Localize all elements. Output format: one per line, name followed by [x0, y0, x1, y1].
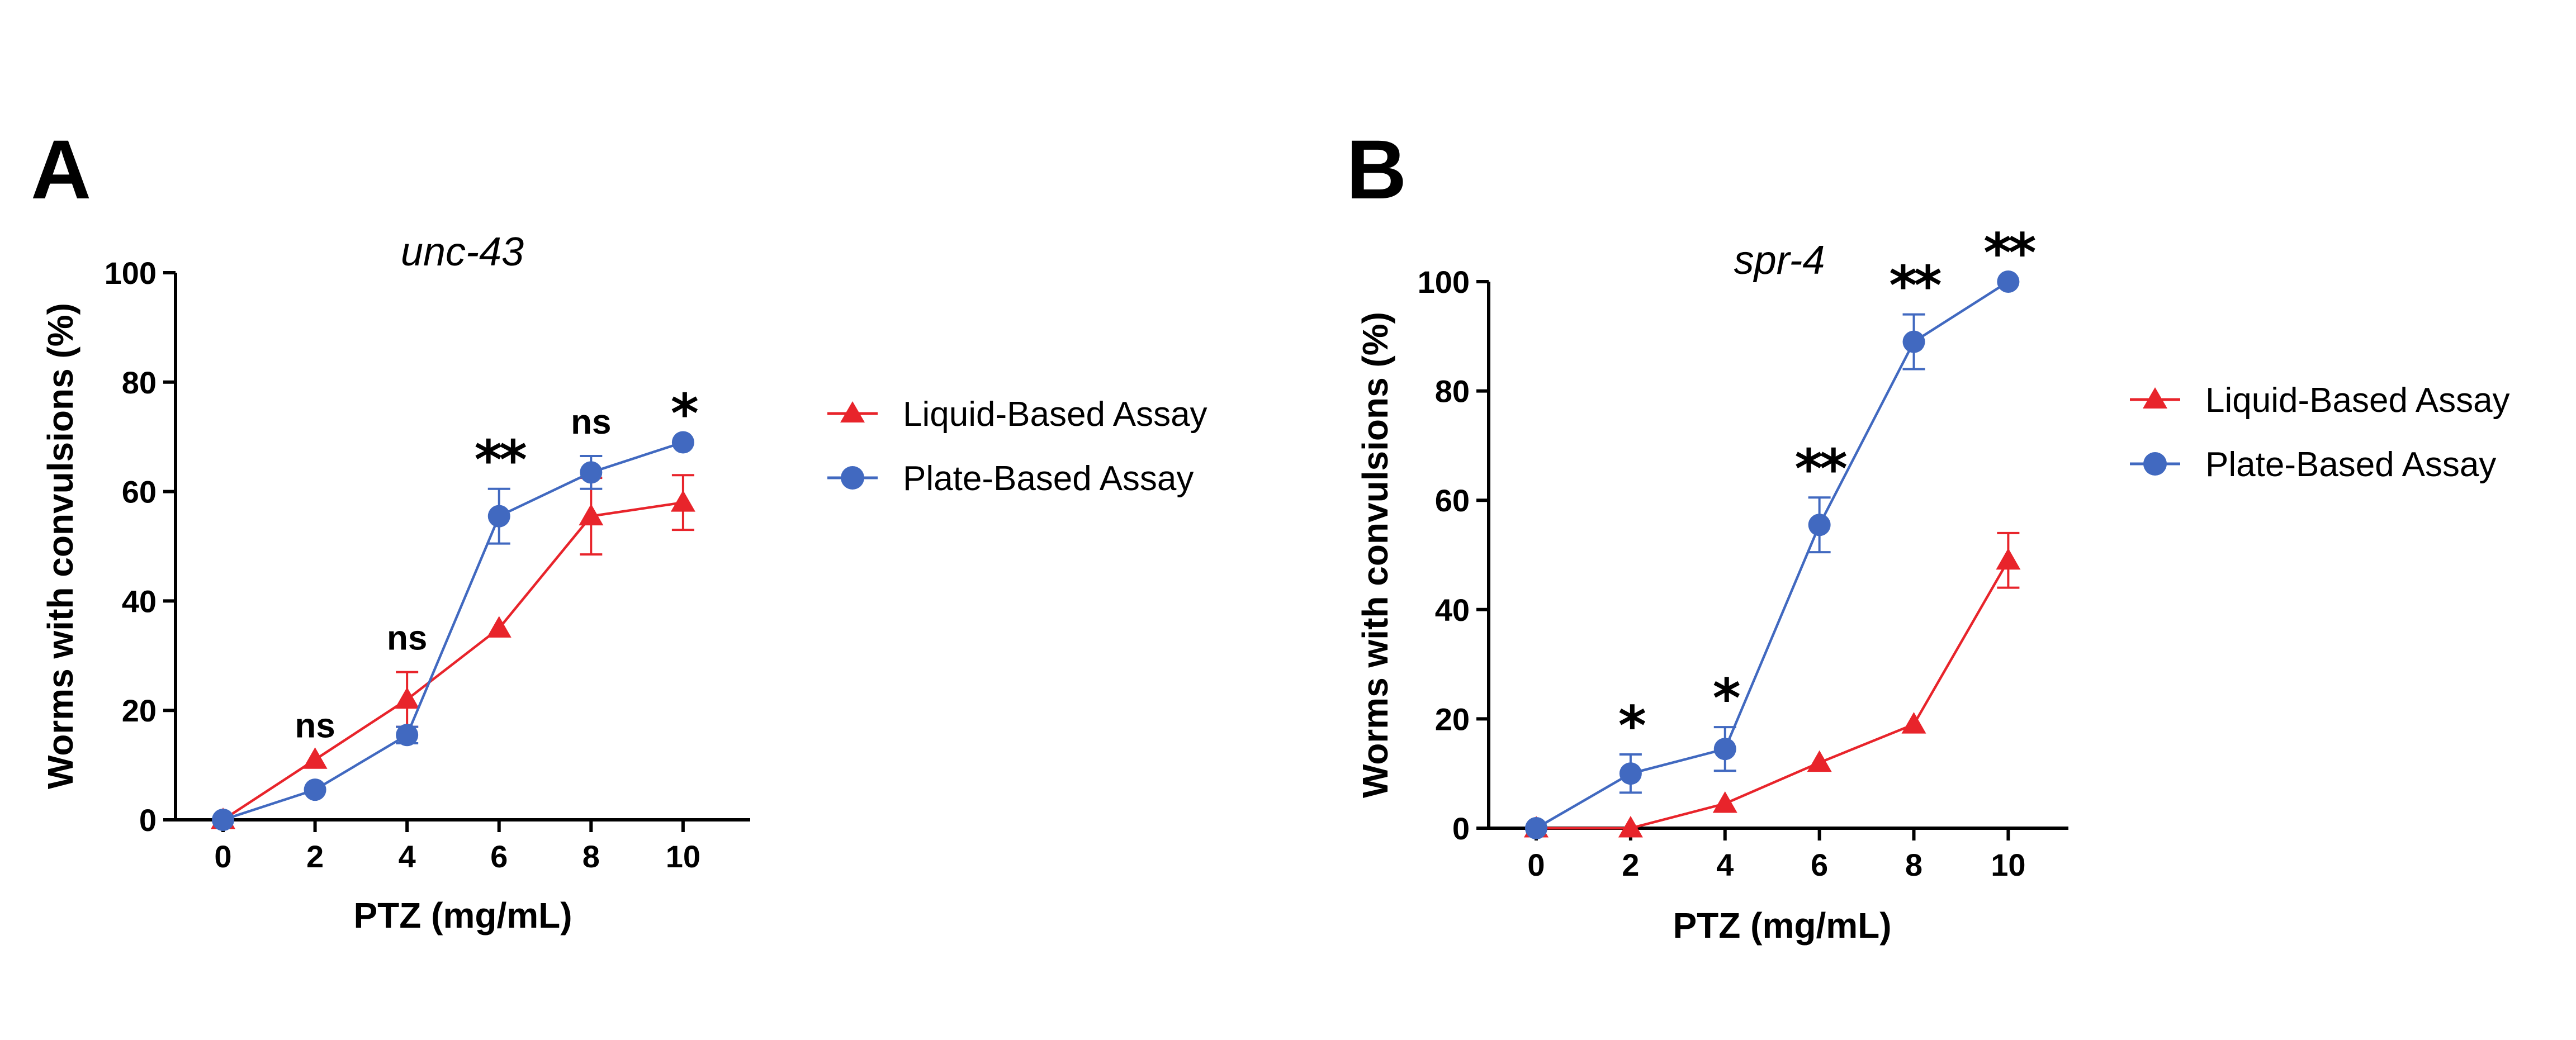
triangle-marker-icon: [2143, 387, 2167, 409]
legend: Liquid-Based Assay Plate-Based Assay: [2130, 381, 2510, 484]
y-axis-label: Worms with convulsions (%): [1355, 312, 1395, 798]
data-point-plate: [1713, 738, 1736, 761]
y-tick-label: 0: [1452, 811, 1470, 846]
data-point-plate: [212, 809, 234, 831]
data-point-plate: [671, 431, 694, 454]
data-point-plate: [1902, 330, 1925, 353]
significance-annotations: * *******: [1618, 222, 2039, 757]
data-point-plate: [396, 724, 419, 747]
significance-label: ns: [387, 619, 427, 658]
series-layer: [1524, 270, 2021, 839]
data-point-liquid: [302, 747, 328, 769]
x-tick-label: 2: [306, 839, 324, 874]
panel-a: A unc-43 PTZ (mg/mL) Worms with convulsi…: [31, 122, 1208, 935]
triangle-marker-icon: [840, 401, 865, 422]
y-tick-label: 60: [122, 474, 157, 510]
y-tick-label: 40: [1435, 592, 1470, 628]
y-tick-label: 100: [105, 255, 157, 291]
x-ticks: 0 2 4 6 8 10: [1527, 828, 2026, 882]
data-point-plate: [1997, 270, 2020, 293]
data-point-liquid: [1807, 750, 1832, 772]
legend: Liquid-Based Assay Plate-Based Assay: [827, 395, 1208, 498]
circle-marker-icon: [841, 466, 864, 490]
data-point-liquid: [395, 687, 420, 709]
series-line-plate: [1535, 281, 2009, 829]
y-tick-label: 40: [122, 583, 157, 619]
x-tick-label: 10: [1991, 847, 2025, 882]
legend-entry-liquid: Liquid-Based Assay: [2130, 381, 2510, 420]
x-tick-label: 0: [214, 839, 231, 874]
data-point-plate: [304, 778, 326, 801]
significance-label: ns: [295, 706, 335, 745]
panel-b: B spr-4 PTZ (mg/mL) Worms with convulsio…: [1346, 122, 2510, 946]
circle-marker-icon: [2143, 452, 2167, 476]
data-point-plate: [580, 461, 603, 484]
data-point-plate: [1619, 762, 1642, 785]
data-point-liquid: [670, 490, 695, 512]
legend-entry-plate: Plate-Based Assay: [827, 459, 1194, 498]
series-layer: [211, 431, 695, 831]
series-line-liquid: [1536, 559, 2010, 830]
legend-label: Plate-Based Assay: [903, 459, 1194, 498]
x-tick-label: 6: [490, 839, 508, 874]
significance-label: **: [475, 429, 527, 492]
chart-title: unc-43: [401, 230, 524, 274]
y-tick-label: 0: [139, 802, 157, 838]
significance-label: ns: [571, 403, 611, 441]
legend-label: Plate-Based Assay: [2205, 445, 2496, 484]
y-tick-label: 20: [122, 693, 157, 728]
x-ticks: 0 2 4 6 8 10: [214, 820, 700, 874]
x-tick-label: 2: [1622, 847, 1639, 882]
y-tick-label: 100: [1418, 264, 1470, 300]
x-axis-label: PTZ (mg/mL): [1673, 905, 1891, 946]
x-tick-label: 8: [1905, 847, 1922, 882]
significance-label: **: [1983, 222, 2035, 284]
legend-entry-plate: Plate-Based Assay: [2130, 445, 2496, 484]
data-point-liquid: [1996, 548, 2021, 570]
x-tick-label: 4: [1716, 847, 1734, 882]
significance-annotations: ns ns ** ns *: [295, 382, 701, 745]
x-tick-label: 8: [583, 839, 600, 874]
data-point-plate: [1525, 817, 1547, 839]
legend-entry-liquid: Liquid-Based Assay: [827, 395, 1208, 434]
y-ticks: 0 20 40 60 80 100: [1418, 264, 1489, 846]
series-line-liquid: [222, 501, 684, 821]
series-line-plate: [222, 441, 684, 821]
y-tick-label: 80: [122, 365, 157, 400]
data-point-liquid: [486, 616, 512, 638]
y-tick-label: 80: [1435, 374, 1470, 409]
chart-title: spr-4: [1734, 238, 1825, 283]
data-point-liquid: [1712, 791, 1737, 813]
x-tick-label: 6: [1811, 847, 1828, 882]
x-tick-label: 4: [399, 839, 416, 874]
y-ticks: 0 20 40 60 80 100: [105, 255, 176, 838]
significance-label: *: [671, 382, 698, 445]
data-point-liquid: [1618, 816, 1643, 838]
significance-label: **: [1794, 438, 1846, 500]
data-point-plate: [1808, 514, 1831, 536]
x-tick-label: 0: [1527, 847, 1545, 882]
legend-label: Liquid-Based Assay: [2205, 381, 2510, 420]
x-tick-label: 10: [666, 839, 700, 874]
x-axis-label: PTZ (mg/mL): [353, 895, 572, 935]
y-axis-label: Worms with convulsions (%): [40, 303, 80, 789]
data-point-liquid: [579, 504, 604, 526]
data-point-plate: [487, 505, 510, 528]
data-point-liquid: [1901, 712, 1926, 734]
significance-label: *: [1713, 667, 1740, 730]
significance-label: *: [1618, 695, 1646, 757]
panel-letter: B: [1346, 122, 1407, 216]
legend-label: Liquid-Based Assay: [903, 395, 1208, 434]
significance-label: **: [1889, 255, 1941, 317]
y-tick-label: 20: [1435, 701, 1470, 737]
y-tick-label: 60: [1435, 483, 1470, 518]
panel-letter: A: [31, 122, 91, 216]
